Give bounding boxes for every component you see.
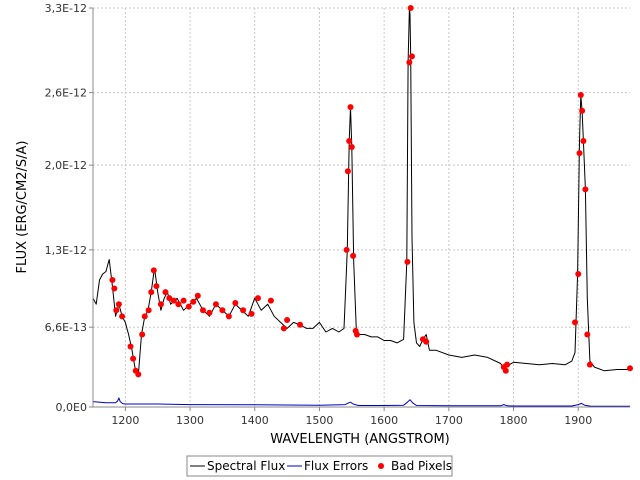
bad-pixel-point: [199, 307, 206, 314]
bad-pixel-point: [280, 325, 287, 332]
bad-pixel-point: [219, 307, 226, 314]
bad-pixel-point: [582, 186, 589, 193]
bad-pixel-point: [297, 321, 304, 328]
bad-pixel-point: [344, 168, 351, 175]
y-tick-label: 2,6E-12: [45, 87, 87, 100]
bad-pixel-point: [127, 343, 134, 350]
bad-pixel-point: [141, 313, 148, 320]
bad-pixel-point: [109, 277, 116, 284]
bad-pixel-point: [130, 355, 137, 362]
bad-pixel-point: [404, 258, 411, 265]
flux-errors-line: [92, 397, 630, 407]
y-tick-label: 2,0E-12: [45, 159, 87, 172]
bad-pixel-point: [579, 107, 586, 114]
bad-pixel-point: [119, 313, 126, 320]
bad-pixel-points: [109, 5, 633, 378]
bad-pixel-point: [194, 292, 201, 299]
bad-pixel-point: [346, 138, 353, 144]
bad-pixel-point: [212, 301, 219, 308]
x-tick-label: 1600: [370, 414, 398, 427]
bad-pixel-point: [148, 289, 155, 296]
y-tick-label: 6,6E-13: [45, 321, 87, 334]
bad-pixel-point: [504, 361, 511, 368]
bad-pixel-point: [284, 316, 291, 323]
bad-pixel-point: [180, 297, 187, 304]
bad-pixel-point: [135, 371, 142, 378]
bad-pixel-point: [347, 104, 354, 111]
legend-box: [186, 455, 453, 477]
bad-pixel-point: [572, 319, 579, 326]
bad-pixel-point: [150, 267, 157, 274]
bad-pixel-point: [584, 331, 591, 338]
y-axis-label: FLUX (ERG/CM2/S/A): [15, 141, 30, 274]
bad-pixel-point: [343, 246, 350, 253]
bad-pixel-point: [190, 298, 197, 305]
x-tick-label: 1300: [176, 414, 204, 427]
x-tick-label: 1900: [564, 414, 592, 427]
bad-pixel-point: [153, 283, 160, 290]
bad-pixel-point: [139, 331, 146, 338]
legend: Spectral Flux Flux Errors Bad Pixels: [186, 455, 453, 477]
y-tick-labels: 0,0E0 6,6E-13 1,3E-12 2,0E-12 2,6E-12 3,3E-12: [45, 2, 93, 414]
bad-pixel-point: [407, 5, 414, 11]
bad-pixel-point: [170, 297, 177, 304]
bad-pixel-point: [115, 301, 122, 308]
legend-swatch-bad-pixels: [378, 463, 384, 469]
bad-pixel-point: [577, 92, 584, 99]
bad-pixel-point: [348, 144, 355, 151]
bad-pixel-point: [111, 285, 118, 292]
bad-pixel-point: [232, 300, 239, 307]
bad-pixel-point: [162, 289, 169, 296]
y-tick-label: 0,0E0: [56, 401, 87, 414]
bad-pixel-point: [157, 301, 164, 308]
x-tick-label: 1400: [241, 414, 269, 427]
bad-pixel-point: [353, 331, 360, 338]
x-tick-label: 1200: [111, 414, 139, 427]
bad-pixel-point: [113, 307, 120, 314]
bad-pixel-point: [166, 295, 173, 302]
x-tick-label: 1500: [305, 414, 333, 427]
bad-pixel-point: [225, 313, 232, 320]
bad-pixel-point: [580, 138, 587, 144]
bad-pixel-point: [206, 309, 213, 316]
bad-pixel-point: [575, 271, 582, 277]
bad-pixel-point: [240, 307, 247, 314]
bad-pixel-point: [175, 301, 182, 308]
bad-pixel-point: [406, 59, 413, 66]
bad-pixel-point: [576, 150, 583, 157]
y-tick-label: 3,3E-12: [45, 2, 87, 15]
bad-pixel-point: [627, 365, 633, 372]
legend-label-bad-pixels: Bad Pixels: [391, 459, 452, 473]
bad-pixel-point: [423, 338, 430, 345]
y-tick-label: 1,3E-12: [45, 244, 87, 257]
x-axis-label: WAVELENGTH (ANGSTROM): [270, 432, 449, 447]
x-tick-labels: 1200 1300 1400 1500 1600 1700 1800 1900: [111, 407, 592, 427]
bad-pixel-point: [254, 295, 261, 302]
bad-pixel-point: [586, 361, 593, 368]
legend-label-spectral-flux: Spectral Flux: [207, 459, 285, 473]
bad-pixel-point: [267, 297, 274, 304]
x-tick-label: 1800: [500, 414, 528, 427]
bad-pixel-point: [248, 310, 255, 317]
plot-background: [93, 8, 630, 407]
bad-pixel-point: [408, 53, 415, 60]
bad-pixel-point: [145, 307, 152, 314]
x-tick-label: 1700: [435, 414, 463, 427]
bad-pixel-point: [185, 303, 192, 310]
bad-pixel-point: [350, 252, 357, 259]
bad-pixel-point: [502, 367, 509, 374]
legend-label-flux-errors: Flux Errors: [304, 459, 368, 473]
